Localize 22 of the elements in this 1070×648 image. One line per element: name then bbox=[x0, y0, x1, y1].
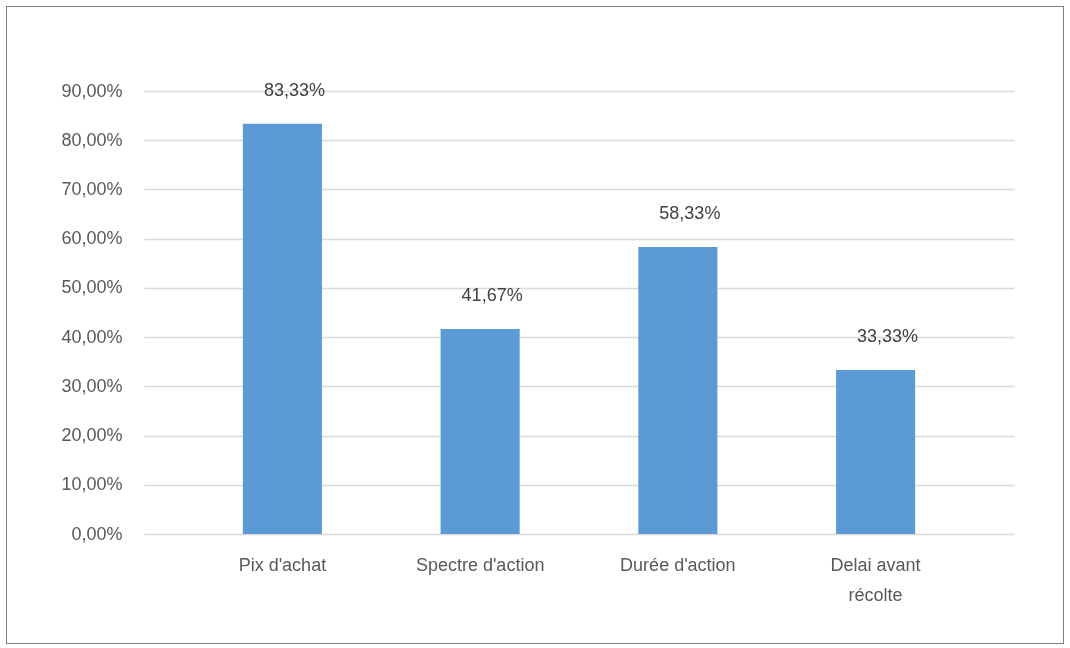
y-tick-label: 50,00% bbox=[61, 277, 123, 298]
y-tick-label: 80,00% bbox=[61, 129, 123, 150]
x-tick-label: Delai avant récolte bbox=[830, 554, 921, 605]
y-tick-label: 70,00% bbox=[61, 178, 123, 199]
x-tick-label: Durée d'action bbox=[620, 554, 736, 575]
y-tick-label: 0,00% bbox=[71, 523, 123, 544]
y-tick-label: 60,00% bbox=[61, 228, 123, 249]
y-tick-label: 40,00% bbox=[61, 326, 123, 347]
bar bbox=[242, 123, 322, 534]
bar bbox=[836, 369, 916, 534]
data-label: 41,67% bbox=[461, 284, 523, 305]
data-label: 33,33% bbox=[857, 325, 919, 346]
bar bbox=[440, 328, 520, 534]
data-label: 83,33% bbox=[263, 79, 325, 100]
data-label: 58,33% bbox=[659, 202, 721, 223]
y-tick-label: 90,00% bbox=[61, 80, 123, 101]
y-tick-label: 30,00% bbox=[61, 375, 123, 396]
x-tick-label: Spectre d'action bbox=[415, 554, 545, 575]
bar bbox=[638, 246, 718, 534]
y-tick-label: 10,00% bbox=[61, 474, 123, 495]
y-tick-label: 20,00% bbox=[61, 425, 123, 446]
x-tick-label: Pix d'achat bbox=[238, 554, 327, 575]
